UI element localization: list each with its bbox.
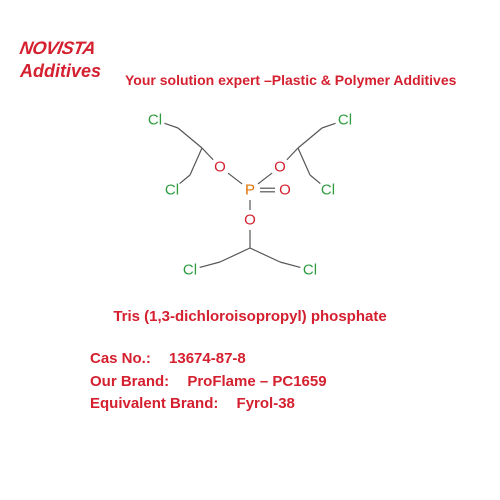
equiv-row: Equivalent Brand: Fyrol-38 — [90, 393, 327, 416]
svg-text:Cl: Cl — [303, 262, 317, 279]
svg-text:Cl: Cl — [165, 182, 179, 199]
tagline-text: Your solution expert –Plastic & Polymer … — [125, 72, 456, 88]
svg-text:P: P — [245, 182, 255, 199]
brand-value: ProFlame – PC1659 — [187, 371, 326, 394]
svg-text:Cl: Cl — [321, 182, 335, 199]
svg-text:Cl: Cl — [338, 112, 352, 129]
logo-text-1: NOVISTA — [18, 38, 97, 59]
equiv-value: Fyrol-38 — [237, 393, 295, 416]
brand-logo: NOVISTA Additives — [20, 38, 101, 82]
brand-label: Our Brand: — [90, 371, 169, 394]
cas-value: 13674-87-8 — [169, 348, 246, 371]
svg-text:O: O — [274, 159, 286, 176]
chemical-structure-diagram: POOOOClClClClClCl — [130, 90, 370, 290]
svg-text:O: O — [279, 182, 291, 199]
logo-line1: NOVISTA — [20, 38, 101, 59]
brand-row: Our Brand: ProFlame – PC1659 — [90, 371, 327, 394]
svg-text:Cl: Cl — [183, 262, 197, 279]
cas-label: Cas No.: — [90, 348, 151, 371]
logo-line2: Additives — [20, 61, 101, 82]
product-info-block: Cas No.: 13674-87-8 Our Brand: ProFlame … — [90, 348, 327, 416]
equiv-label: Equivalent Brand: — [90, 393, 218, 416]
svg-text:Cl: Cl — [148, 112, 162, 129]
svg-text:O: O — [214, 159, 226, 176]
compound-name: Tris (1,3-dichloroisopropyl) phosphate — [0, 308, 500, 325]
cas-row: Cas No.: 13674-87-8 — [90, 348, 327, 371]
svg-text:O: O — [244, 212, 256, 229]
